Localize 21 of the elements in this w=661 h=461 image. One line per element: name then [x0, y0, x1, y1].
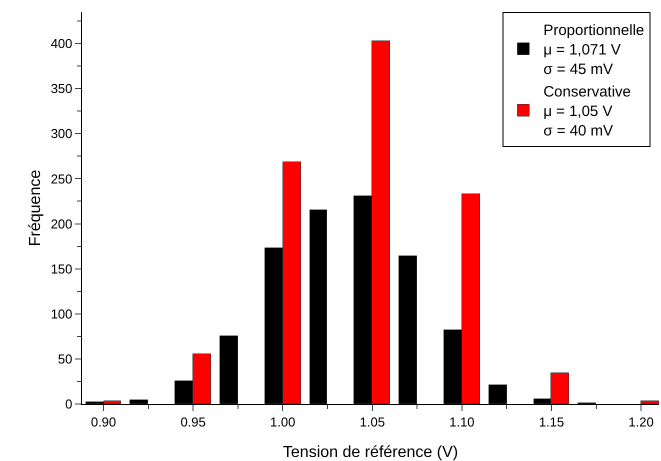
- x-tick-label: 1.05: [360, 414, 385, 430]
- y-tick-label: 0: [65, 396, 72, 412]
- y-tick-label: 100: [50, 306, 72, 322]
- y-tick-label: 350: [50, 81, 72, 96]
- x-tick-label: 1.15: [538, 414, 564, 430]
- x-tick-label: 0.90: [90, 414, 116, 430]
- x-tick-label: 1.10: [449, 414, 475, 430]
- y-tick-label: 400: [50, 36, 72, 52]
- x-tick-label: 1.20: [628, 414, 654, 430]
- y-tick-label: 150: [50, 261, 72, 276]
- y-axis-title: Fréquence: [27, 170, 44, 246]
- x-axis-title: Tension de référence (V): [282, 444, 458, 461]
- x-tick-label: 0.95: [180, 414, 206, 430]
- y-tick-label: 300: [50, 126, 72, 142]
- y-tick-label: 250: [50, 171, 72, 186]
- legend-label: Conservative μ = 1,05 V σ = 40 mV: [543, 84, 631, 140]
- bar: [640, 400, 659, 404]
- x-tick-label: 1.00: [270, 414, 296, 430]
- legend-label: Proportionnelle μ = 1,071 V σ = 45 mV: [543, 22, 644, 78]
- y-tick-label: 50: [58, 351, 72, 366]
- y-tick-label: 200: [50, 216, 72, 232]
